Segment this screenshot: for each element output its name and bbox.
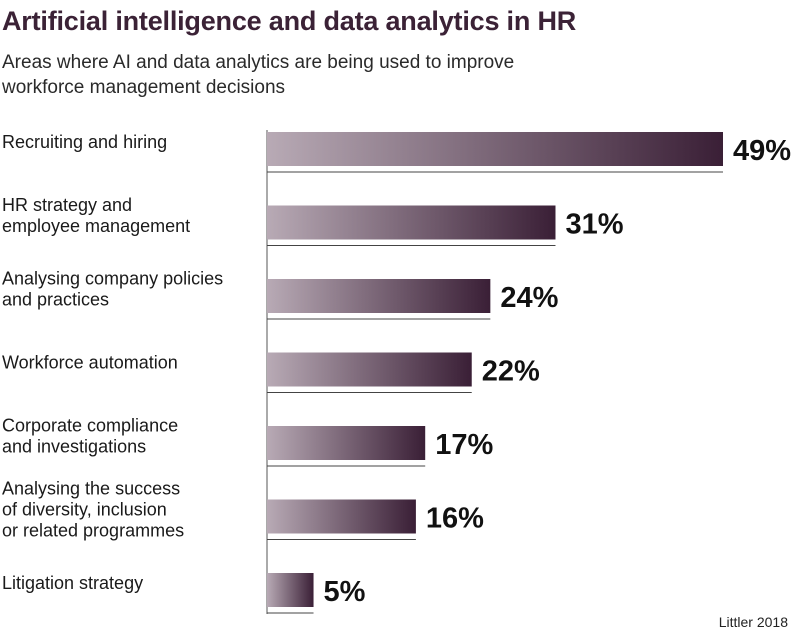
value-label: 22% (482, 356, 540, 388)
category-label: HR strategy and employee management (2, 195, 190, 236)
category-label: Corporate compliance and investigations (2, 416, 178, 457)
value-label: 24% (500, 282, 558, 314)
value-label: 49% (733, 135, 791, 167)
category-label: Analysing the success of diversity, inclu… (2, 479, 184, 541)
chart-title: Artificial intelligence and data analyti… (2, 6, 577, 36)
bar (267, 573, 314, 607)
bar (267, 279, 491, 313)
value-label: 16% (426, 503, 484, 535)
bar (267, 499, 416, 534)
bar (267, 132, 723, 166)
category-label: Recruiting and hiring (2, 132, 167, 152)
value-label: 17% (435, 429, 493, 461)
chart-subtitle: Areas where AI and data analytics are be… (2, 52, 515, 98)
category-label: Workforce automation (2, 353, 178, 373)
source-credit: Littler 2018 (718, 614, 788, 630)
value-label: 5% (324, 576, 366, 608)
category-label: Litigation strategy (2, 573, 143, 593)
bar (267, 352, 472, 387)
bar (267, 205, 556, 240)
category-label: Analysing company policies and practices (2, 269, 223, 310)
value-label: 31% (565, 209, 623, 241)
bar (267, 426, 426, 460)
